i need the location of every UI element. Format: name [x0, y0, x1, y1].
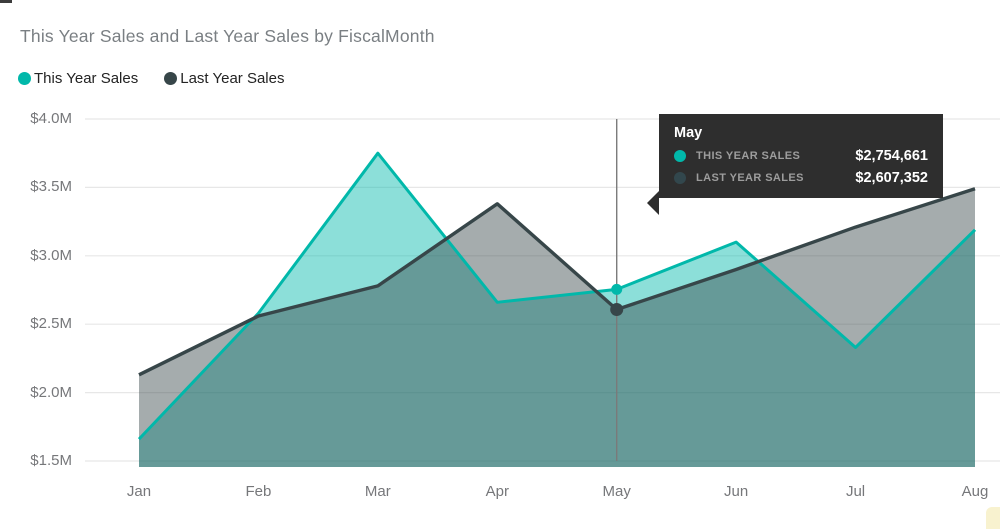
- series-dot-icon: [674, 150, 686, 162]
- tooltip-title: May: [674, 125, 703, 141]
- x-axis-tick: Mar: [364, 483, 391, 500]
- tooltip: May THIS YEAR SALES $2,754,661 LAST YEAR S…: [647, 114, 943, 215]
- tooltip-series-value: $2,754,661: [855, 148, 928, 164]
- last-year-area: [139, 188, 975, 467]
- y-axis-tick: $2.5M: [30, 315, 72, 333]
- x-axis-tick: May: [602, 483, 631, 500]
- y-axis-tick: $3.5M: [30, 178, 72, 196]
- tooltip-series-value: $2,607,352: [855, 170, 928, 186]
- legend-label: Last Year Sales: [180, 70, 285, 87]
- chart-title: This Year Sales and Last Year Sales by F…: [20, 26, 435, 46]
- y-axis-tick: $3.0M: [30, 246, 72, 264]
- legend-dot-icon: [18, 72, 31, 85]
- this-year-area: [139, 153, 975, 467]
- legend-item-this-year-sales[interactable]: This Year Sales: [18, 70, 138, 87]
- y-axis-tick: $2.0M: [30, 383, 72, 401]
- tooltip-arrow-icon: [647, 191, 659, 215]
- this-year-point-may[interactable]: [611, 283, 623, 295]
- x-axis-tick: Jan: [126, 483, 152, 500]
- tooltip-row: THIS YEAR SALES $2,754,661: [674, 148, 928, 164]
- legend-dot-icon: [164, 72, 178, 85]
- tooltip-series-label: LAST YEAR SALES: [696, 172, 804, 184]
- tooltip-series-label: THIS YEAR SALES: [696, 150, 801, 162]
- y-axis-tick: $1.5M: [30, 452, 72, 469]
- legend-item-last-year-sales[interactable]: Last Year Sales: [164, 70, 284, 87]
- series-dot-icon: [674, 172, 686, 184]
- x-axis-tick: Aug: [961, 483, 989, 500]
- tooltip-row: LAST YEAR SALES $2,607,352: [674, 170, 928, 186]
- legend-label: This Year Sales: [34, 70, 139, 87]
- x-axis-tick: Jul: [845, 483, 866, 500]
- y-axis-tick: $4.0M: [30, 110, 72, 127]
- x-axis-tick: Apr: [485, 483, 509, 500]
- x-axis-tick: Jun: [724, 483, 749, 500]
- chart-legend: This Year Sales Last Year Sales: [18, 70, 284, 87]
- cropped-corner-widget: [986, 507, 1000, 529]
- this-year-line: [137, 151, 977, 441]
- cropped-browser-fragment: [0, 0, 12, 3]
- last-year-line: [138, 187, 976, 377]
- x-axis-tick: Feb: [245, 483, 272, 500]
- last-year-point-may[interactable]: [610, 303, 624, 317]
